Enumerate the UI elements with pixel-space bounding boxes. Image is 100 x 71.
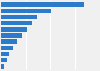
- Bar: [1, 46, 13, 50]
- Bar: [1, 9, 51, 13]
- Bar: [1, 21, 32, 25]
- Bar: [1, 2, 84, 7]
- Bar: [1, 58, 6, 62]
- Bar: [1, 64, 4, 69]
- Bar: [1, 15, 36, 19]
- Bar: [1, 39, 17, 44]
- Bar: [1, 27, 27, 32]
- Bar: [1, 52, 9, 56]
- Bar: [1, 33, 22, 38]
